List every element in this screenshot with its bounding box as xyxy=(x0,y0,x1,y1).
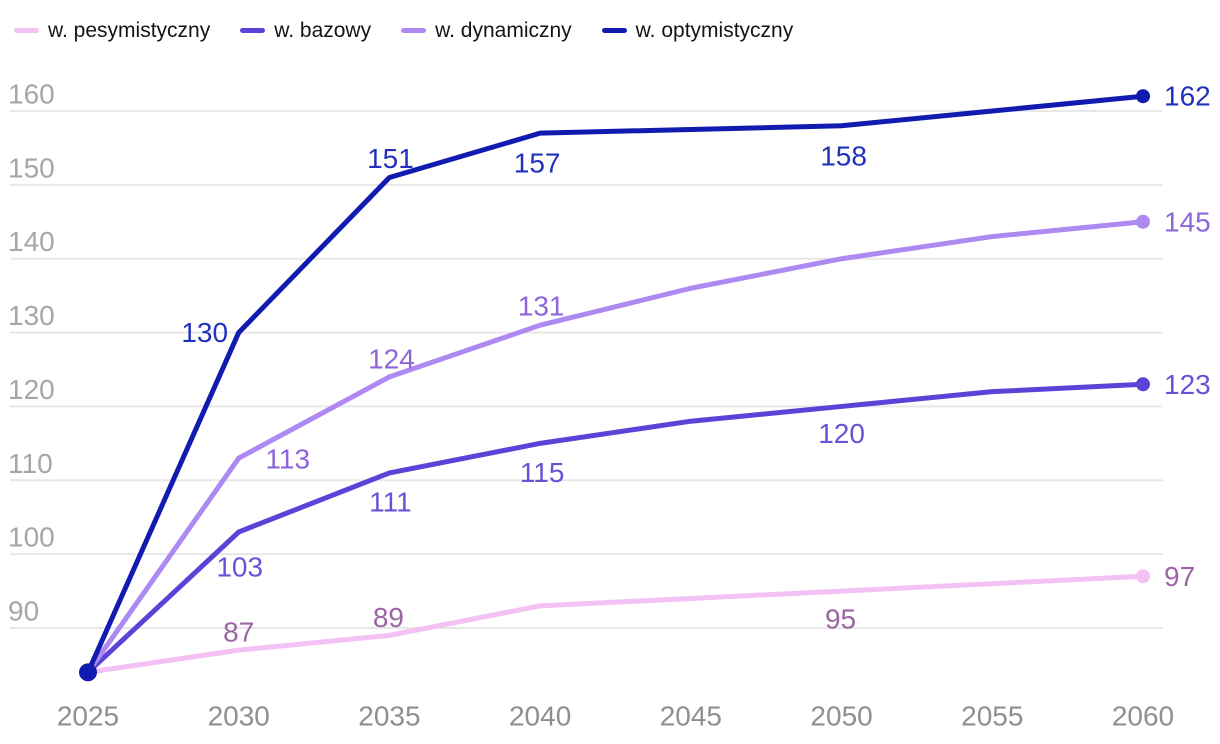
point-label-pesymistyczny: 87 xyxy=(223,617,254,648)
y-tick-label: 160 xyxy=(8,79,55,110)
end-label-dynamiczny: 145 xyxy=(1164,206,1211,237)
legend-item-optymistyczny[interactable]: w. optymistyczny xyxy=(601,19,794,42)
end-dot-dynamiczny xyxy=(1136,214,1150,229)
point-label-bazowy: 115 xyxy=(520,457,565,488)
start-dot xyxy=(79,663,97,682)
legend-color-swatch-icon xyxy=(240,28,266,33)
x-tick-label: 2045 xyxy=(660,701,722,732)
legend-color-swatch-icon xyxy=(14,28,39,33)
point-label-optymistyczny: 130 xyxy=(181,317,228,348)
end-dot-bazowy xyxy=(1136,377,1150,392)
chart-legend: w. pesymistyczny w. bazowy w. dynamiczny w.… xyxy=(14,20,793,41)
x-tick-label: 2055 xyxy=(961,701,1023,732)
end-dot-pesymistyczny xyxy=(1136,569,1150,584)
series-line-dynamiczny xyxy=(85,219,1146,675)
point-label-optymistyczny: 151 xyxy=(367,143,414,174)
legend-item-label: w. pesymistyczny xyxy=(48,19,211,42)
end-label-optymistyczny: 162 xyxy=(1164,81,1211,112)
legend-color-swatch-icon xyxy=(601,28,627,33)
point-label-pesymistyczny: 95 xyxy=(825,604,856,635)
point-label-bazowy: 111 xyxy=(369,486,412,517)
x-tick-label: 2040 xyxy=(509,701,571,732)
y-tick-label: 100 xyxy=(8,522,55,553)
point-label-optymistyczny: 158 xyxy=(820,140,867,171)
legend-item-label: w. bazowy xyxy=(274,19,372,42)
point-label-dynamiczny: 124 xyxy=(368,343,415,374)
point-label-bazowy: 120 xyxy=(818,418,865,449)
y-tick-label: 110 xyxy=(8,448,53,479)
y-tick-label: 140 xyxy=(8,226,55,257)
y-tick-label: 90 xyxy=(8,596,39,627)
end-label-pesymistyczny: 97 xyxy=(1164,561,1195,592)
y-tick-label: 130 xyxy=(8,300,55,331)
series-line-optymistyczny xyxy=(85,93,1146,675)
x-tick-label: 2060 xyxy=(1112,701,1174,732)
legend-item-dynamiczny[interactable]: w. dynamiczny xyxy=(401,20,572,41)
legend-item-bazowy[interactable]: w. bazowy xyxy=(240,20,371,41)
y-tick-label: 150 xyxy=(8,152,55,183)
series-line-bazowy xyxy=(85,381,1146,675)
y-tick-label: 120 xyxy=(8,374,55,405)
point-label-bazowy: 103 xyxy=(216,551,263,582)
legend-color-swatch-icon xyxy=(401,28,427,33)
x-tick-label: 2030 xyxy=(208,701,270,732)
x-tick-label: 2050 xyxy=(810,701,872,732)
end-label-bazowy: 123 xyxy=(1164,369,1211,400)
point-label-optymistyczny: 157 xyxy=(514,148,561,179)
legend-item-label: w. optymistyczny xyxy=(635,19,794,42)
point-label-dynamiczny: 113 xyxy=(265,444,310,475)
series-line-pesymistyczny xyxy=(85,573,1146,675)
legend-item-label: w. dynamiczny xyxy=(435,19,572,42)
legend-item-pesymistyczny[interactable]: w. pesymistyczny xyxy=(14,20,210,41)
end-dot-optymistyczny xyxy=(1136,89,1150,104)
point-label-dynamiczny: 131 xyxy=(518,291,565,322)
x-tick-label: 2025 xyxy=(57,701,119,732)
x-tick-label: 2035 xyxy=(358,701,420,732)
point-label-pesymistyczny: 89 xyxy=(373,602,404,633)
